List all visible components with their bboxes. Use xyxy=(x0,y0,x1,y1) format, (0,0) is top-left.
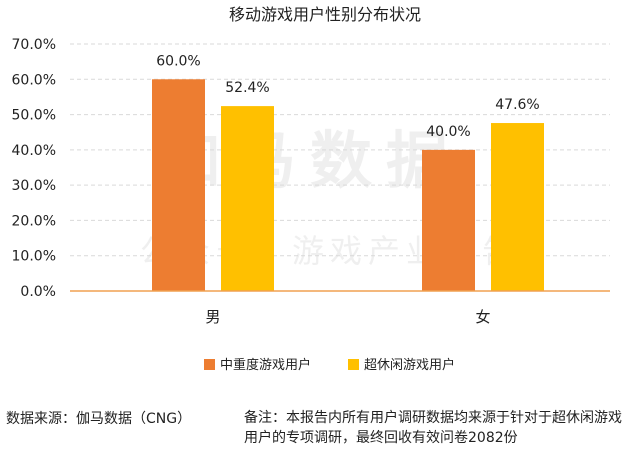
legend-item: 超休闲游戏用户 xyxy=(348,357,455,373)
chart-title: 移动游戏用户性别分布状况 xyxy=(229,5,421,24)
bar-chart: 移动游戏用户性别分布状况 伽马数据 公众号：游戏产业报告 0.0%10.0%20… xyxy=(12,5,610,373)
data-label: 52.4% xyxy=(225,80,269,96)
bar-midcore-male xyxy=(152,79,205,292)
legend-label: 中重度游戏用户 xyxy=(220,357,311,373)
category-label: 女 xyxy=(475,308,490,326)
legend-swatch xyxy=(348,359,359,370)
y-axis-ticks: 0.0% 10.0% 20.0% 30.0% 40.0% 50.0% 60.0% 70.0% xyxy=(12,37,56,300)
source-note: 数据来源：伽马数据（CNG） xyxy=(6,411,192,427)
legend-item: 中重度游戏用户 xyxy=(204,357,311,373)
legend-swatch xyxy=(204,359,215,370)
legend-label: 超休闲游戏用户 xyxy=(364,357,455,373)
bar-hypercasual-female xyxy=(491,123,544,291)
y-tick-label: 20.0% xyxy=(12,213,56,229)
y-tick-label: 30.0% xyxy=(12,178,56,194)
y-tick-label: 40.0% xyxy=(12,143,56,159)
y-tick-label: 70.0% xyxy=(12,37,56,53)
data-label: 40.0% xyxy=(426,124,470,140)
bar-hypercasual-male xyxy=(221,106,274,291)
y-tick-label: 50.0% xyxy=(12,108,56,124)
data-label: 60.0% xyxy=(156,53,200,69)
category-label: 男 xyxy=(205,308,220,326)
remark-note: 备注：本报告内所有用户调研数据均来源于针对于超休闲游戏用户的专项调研，最终回收有… xyxy=(244,410,622,446)
y-tick-label: 10.0% xyxy=(12,249,56,265)
data-label: 47.6% xyxy=(495,97,539,113)
data-labels: 60.0% 52.4% 40.0% 47.6% xyxy=(156,53,539,140)
y-tick-label: 0.0% xyxy=(20,284,56,300)
bar-midcore-female xyxy=(422,149,475,291)
legend: 中重度游戏用户 超休闲游戏用户 xyxy=(204,357,455,373)
bars xyxy=(152,79,544,292)
y-tick-label: 60.0% xyxy=(12,72,56,88)
category-labels: 男女 xyxy=(205,308,490,326)
